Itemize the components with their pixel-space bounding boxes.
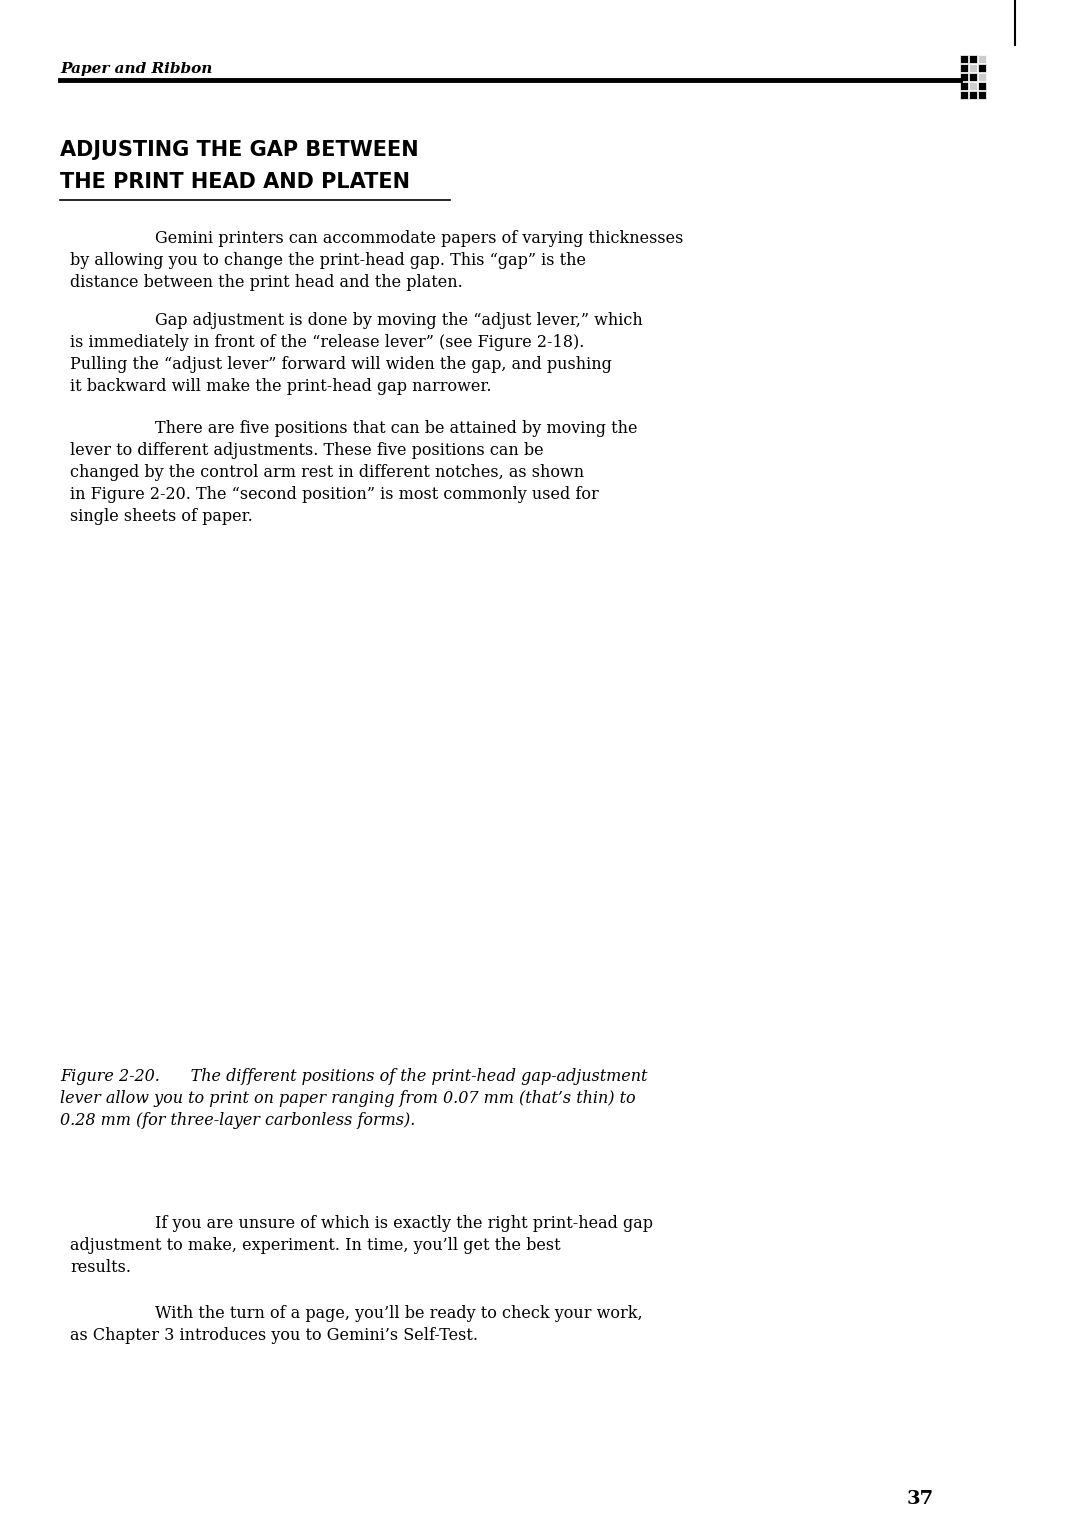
Text: 37: 37: [906, 1490, 933, 1508]
Bar: [969, 90, 977, 100]
Bar: [969, 73, 977, 81]
Bar: [969, 64, 977, 72]
Text: in Figure 2-20. The “second position” is most commonly used for: in Figure 2-20. The “second position” is…: [70, 485, 598, 504]
Bar: [978, 90, 986, 100]
Text: THE PRINT HEAD AND PLATEN: THE PRINT HEAD AND PLATEN: [60, 171, 410, 191]
Text: adjustment to make, experiment. In time, you’ll get the best: adjustment to make, experiment. In time,…: [70, 1237, 561, 1254]
Bar: [960, 90, 968, 100]
Bar: [960, 83, 968, 90]
Bar: [60, 589, 960, 1030]
Bar: [960, 73, 968, 81]
Text: Pulling the “adjust lever” forward will widen the gap, and pushing: Pulling the “adjust lever” forward will …: [70, 357, 612, 374]
Text: If you are unsure of which is exactly the right print-head gap: If you are unsure of which is exactly th…: [156, 1216, 653, 1232]
Bar: [978, 64, 986, 72]
Text: There are five positions that can be attained by moving the: There are five positions that can be att…: [156, 419, 637, 436]
Text: Gemini printers can accommodate papers of varying thicknesses: Gemini printers can accommodate papers o…: [156, 230, 684, 246]
Text: is immediately in front of the “release lever” (see Figure 2-18).: is immediately in front of the “release …: [70, 334, 584, 351]
Text: changed by the control arm rest in different notches, as shown: changed by the control arm rest in diffe…: [70, 464, 584, 481]
Text: 0.28 mm (for three-layer carbonless forms).: 0.28 mm (for three-layer carbonless form…: [60, 1112, 416, 1128]
Text: as Chapter 3 introduces you to Gemini’s Self-Test.: as Chapter 3 introduces you to Gemini’s …: [70, 1327, 478, 1344]
Text: by allowing you to change the print-head gap. This “gap” is the: by allowing you to change the print-head…: [70, 253, 586, 269]
Text: Paper and Ribbon: Paper and Ribbon: [60, 61, 213, 77]
Text: With the turn of a page, you’ll be ready to check your work,: With the turn of a page, you’ll be ready…: [156, 1304, 643, 1321]
Bar: [960, 55, 968, 63]
Bar: [978, 73, 986, 81]
Bar: [978, 55, 986, 63]
Bar: [960, 64, 968, 72]
Text: it backward will make the print-head gap narrower.: it backward will make the print-head gap…: [70, 378, 491, 395]
Text: lever to different adjustments. These five positions can be: lever to different adjustments. These fi…: [70, 442, 543, 459]
Bar: [969, 55, 977, 63]
Bar: [978, 83, 986, 90]
Text: single sheets of paper.: single sheets of paper.: [70, 508, 253, 525]
Bar: [969, 83, 977, 90]
Text: results.: results.: [70, 1258, 131, 1275]
Text: lever allow you to print on paper ranging from 0.07 mm (that’s thin) to: lever allow you to print on paper rangin…: [60, 1090, 636, 1107]
Text: Gap adjustment is done by moving the “adjust lever,” which: Gap adjustment is done by moving the “ad…: [156, 312, 643, 329]
Text: ADJUSTING THE GAP BETWEEN: ADJUSTING THE GAP BETWEEN: [60, 139, 419, 161]
Text: Figure 2-20.      The different positions of the print-head gap-adjustment: Figure 2-20. The different positions of …: [60, 1069, 647, 1085]
Text: distance between the print head and the platen.: distance between the print head and the …: [70, 274, 462, 291]
